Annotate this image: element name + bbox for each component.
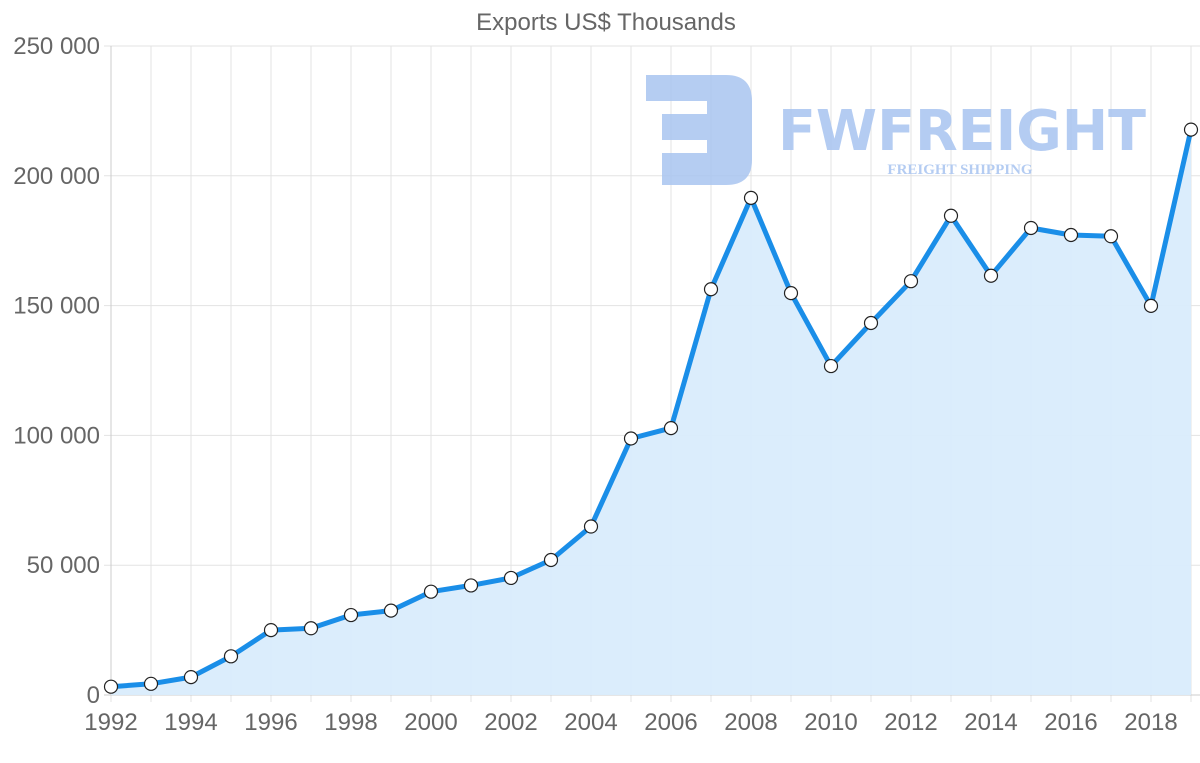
watermark-brand: FWFREIGHT <box>778 99 1146 164</box>
x-tick-label: 1992 <box>84 709 137 736</box>
x-tick-label: 2002 <box>484 709 537 736</box>
data-point[interactable] <box>543 552 559 568</box>
data-point[interactable] <box>343 607 359 623</box>
data-points <box>103 122 1199 694</box>
data-line <box>110 129 1194 690</box>
data-point[interactable] <box>103 679 119 694</box>
data-point[interactable] <box>463 578 479 593</box>
data-point[interactable] <box>223 649 239 664</box>
x-tick-label: 2004 <box>564 709 617 736</box>
data-point[interactable] <box>943 208 959 223</box>
fwfreight-watermark: FWFREIGHT FREIGHT SHIPPING <box>646 75 1146 185</box>
area-fill <box>111 129 1191 696</box>
x-tick-label: 2006 <box>644 709 697 736</box>
data-point[interactable] <box>1143 298 1159 313</box>
y-tick-label: 100 000 <box>13 422 100 449</box>
data-point[interactable] <box>143 676 159 691</box>
data-point[interactable] <box>183 669 199 685</box>
data-point[interactable] <box>703 282 719 297</box>
chart-title: Exports US$ Thousands <box>476 9 736 36</box>
data-point[interactable] <box>263 622 279 638</box>
fwfreight-logo-icon <box>646 75 752 185</box>
x-tick-label: 2010 <box>804 709 857 736</box>
y-axis-ticks: 0 50 000 100 000 150 000 200 000 250 000 <box>13 33 100 709</box>
data-point[interactable] <box>623 431 639 446</box>
x-tick-label: 2018 <box>1124 709 1177 736</box>
x-tick-label: 1998 <box>324 709 377 736</box>
x-tick-label: 1996 <box>244 709 297 736</box>
y-tick-label: 150 000 <box>13 293 100 320</box>
data-point[interactable] <box>423 584 439 599</box>
data-point[interactable] <box>863 315 879 331</box>
data-point[interactable] <box>583 519 599 534</box>
y-tick-label: 200 000 <box>13 163 100 190</box>
data-point[interactable] <box>743 190 759 205</box>
x-axis-ticks: 1992 1994 1996 1998 2000 2002 2004 2006 2008 2010… <box>84 709 1177 736</box>
data-point[interactable] <box>823 358 839 374</box>
data-point[interactable] <box>1183 122 1199 137</box>
data-point[interactable] <box>503 570 519 586</box>
data-point[interactable] <box>383 603 399 618</box>
y-tick-label: 0 <box>87 682 100 709</box>
data-point[interactable] <box>663 421 679 436</box>
x-tick-label: 2008 <box>724 709 777 736</box>
x-tick-label: 2016 <box>1044 709 1097 736</box>
data-point[interactable] <box>783 286 799 301</box>
x-tick-label: 2000 <box>404 709 457 736</box>
data-point[interactable] <box>1103 229 1119 244</box>
data-point[interactable] <box>903 274 919 289</box>
x-tick-label: 2014 <box>964 709 1017 736</box>
data-point[interactable] <box>1063 227 1079 243</box>
watermark-tagline: FREIGHT SHIPPING <box>887 162 1032 178</box>
data-point[interactable] <box>1023 220 1039 236</box>
y-tick-label: 50 000 <box>27 552 100 579</box>
y-tick-label: 250 000 <box>13 33 100 60</box>
x-tick-label: 1994 <box>164 709 217 736</box>
x-tick-label: 2012 <box>884 709 937 736</box>
data-point[interactable] <box>303 621 319 636</box>
data-point[interactable] <box>983 268 999 283</box>
